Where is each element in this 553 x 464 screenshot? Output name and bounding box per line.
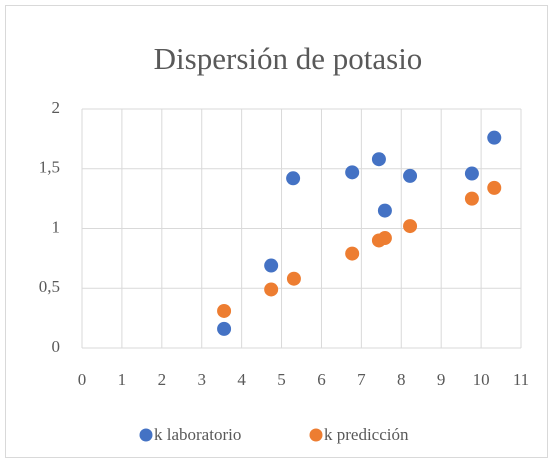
x-tick-label: 3 bbox=[197, 370, 206, 389]
point bbox=[345, 165, 360, 180]
point bbox=[377, 231, 392, 246]
point bbox=[345, 246, 360, 261]
point bbox=[464, 191, 479, 206]
y-tick-label: 0,5 bbox=[39, 277, 60, 296]
point bbox=[487, 130, 502, 145]
point bbox=[403, 219, 418, 234]
point bbox=[371, 152, 386, 167]
x-tick-label: 8 bbox=[397, 370, 406, 389]
point bbox=[217, 303, 232, 318]
x-tick-label: 9 bbox=[437, 370, 446, 389]
legend-marker bbox=[139, 428, 153, 442]
x-tick-label: 4 bbox=[237, 370, 246, 389]
y-tick-label: 1 bbox=[52, 217, 61, 236]
point bbox=[217, 321, 232, 336]
point bbox=[487, 180, 502, 195]
point bbox=[286, 271, 301, 286]
point bbox=[264, 282, 279, 297]
legend-label: k laboratorio bbox=[154, 425, 241, 444]
x-tick-label: 11 bbox=[513, 370, 529, 389]
y-tick-label: 2 bbox=[52, 98, 61, 117]
y-tick-label: 1,5 bbox=[39, 158, 60, 177]
point bbox=[286, 171, 301, 186]
x-tick-label: 0 bbox=[78, 370, 87, 389]
x-tick-label: 5 bbox=[277, 370, 286, 389]
x-tick-label: 2 bbox=[158, 370, 167, 389]
chart-title: Dispersión de potasio bbox=[154, 41, 423, 76]
x-tick-label: 10 bbox=[473, 370, 490, 389]
legend-label: k predicción bbox=[324, 425, 409, 444]
point bbox=[464, 166, 479, 181]
x-tick-label: 6 bbox=[317, 370, 326, 389]
chart-border bbox=[5, 5, 548, 458]
x-tick-label: 1 bbox=[118, 370, 127, 389]
x-tick-label: 7 bbox=[357, 370, 366, 389]
point bbox=[264, 258, 279, 273]
y-tick-label: 0 bbox=[52, 337, 61, 356]
point bbox=[403, 168, 418, 183]
legend-marker bbox=[309, 428, 323, 442]
point bbox=[377, 203, 392, 218]
